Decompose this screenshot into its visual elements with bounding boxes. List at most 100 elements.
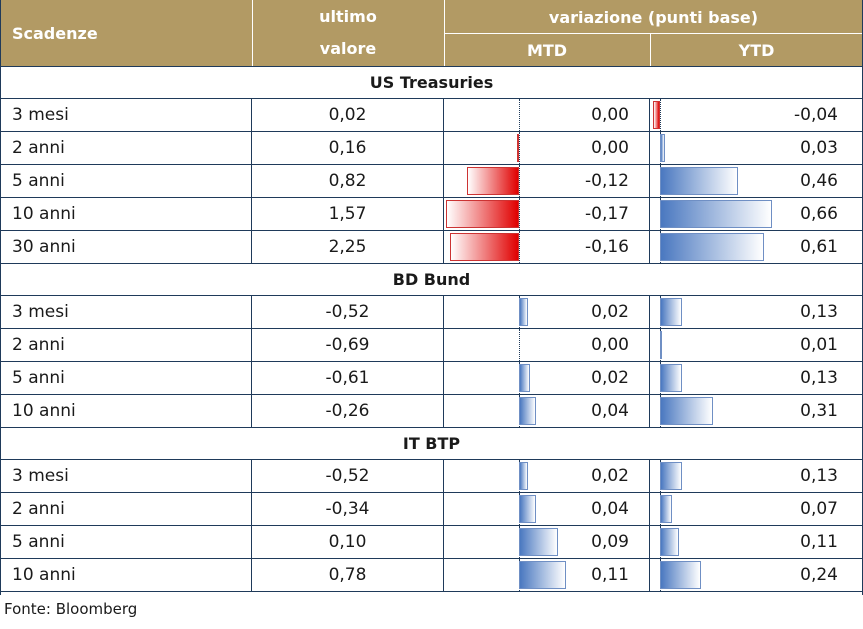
- header-divider: [252, 0, 253, 66]
- scadenza-cell: 10 anni: [0, 559, 252, 591]
- table-row: 10 anni -0,26 0,04 0,31: [0, 395, 863, 428]
- mtd-bar: [519, 364, 530, 392]
- mtd-value: 0,04: [591, 499, 629, 519]
- ytd-value: 0,61: [800, 237, 838, 257]
- ytd-value: 0,03: [800, 138, 838, 158]
- mtd-zero-axis: [519, 165, 520, 197]
- scadenza-cell: 30 anni: [0, 231, 252, 263]
- mtd-zero-axis: [519, 132, 520, 164]
- ultimo-valore-cell: -0,34: [252, 493, 444, 525]
- header-bottom-border: [0, 66, 863, 67]
- group-header: US Treasuries: [0, 67, 863, 99]
- table-row: 2 anni 0,16 0,00 0,03: [0, 132, 863, 165]
- scadenza-cell: 2 anni: [0, 132, 252, 164]
- header-valore-label: valore: [319, 39, 377, 58]
- mtd-cell: 0,04: [444, 395, 650, 427]
- mtd-bar: [450, 233, 519, 261]
- ytd-bar: [660, 134, 666, 162]
- header-mtd-label: MTD: [526, 40, 568, 60]
- scadenza-cell: 2 anni: [0, 329, 252, 361]
- ultimo-valore-cell: -0,26: [252, 395, 444, 427]
- mtd-cell: 0,00: [444, 329, 650, 361]
- mtd-cell: 0,04: [444, 493, 650, 525]
- mtd-cell: 0,02: [444, 296, 650, 328]
- mtd-bar: [445, 200, 519, 228]
- mtd-cell: 0,00: [444, 132, 650, 164]
- table-row: 3 mesi 0,02 0,00 -0,04: [0, 99, 863, 132]
- ytd-cell: 0,13: [650, 460, 862, 492]
- group-header: BD Bund: [0, 264, 863, 296]
- table-row: 5 anni -0,61 0,02 0,13: [0, 362, 863, 395]
- ytd-cell: -0,04: [650, 99, 862, 131]
- scadenza-cell: 2 anni: [0, 493, 252, 525]
- mtd-value: 0,00: [591, 138, 629, 158]
- header-ultimo-valore: ultimo valore: [252, 0, 444, 66]
- ytd-bar: [653, 101, 660, 129]
- mtd-value: -0,17: [585, 204, 629, 224]
- ultimo-valore-cell: 0,78: [252, 559, 444, 591]
- header-ytd: YTD: [650, 34, 863, 66]
- ultimo-valore-cell: -0,52: [252, 460, 444, 492]
- ytd-bar: [660, 200, 773, 228]
- mtd-cell: 0,00: [444, 99, 650, 131]
- header-ultimo-label: ultimo: [319, 7, 377, 26]
- ytd-value: 0,07: [800, 499, 838, 519]
- ytd-cell: 0,31: [650, 395, 862, 427]
- header-mtd: MTD: [444, 34, 650, 66]
- mtd-cell: 0,02: [444, 362, 650, 394]
- mtd-bar: [516, 134, 519, 162]
- header-divider: [650, 34, 651, 66]
- ytd-bar: [660, 364, 683, 392]
- table-row: 10 anni 1,57 -0,17 0,66: [0, 198, 863, 231]
- mtd-cell: 0,09: [444, 526, 650, 558]
- mtd-bar: [467, 167, 519, 195]
- ytd-bar: [660, 528, 679, 556]
- ultimo-valore-cell: 0,16: [252, 132, 444, 164]
- mtd-zero-axis: [519, 198, 520, 230]
- group-header: IT BTP: [0, 428, 863, 460]
- mtd-value: 0,09: [591, 532, 629, 552]
- ytd-value: 0,01: [800, 335, 838, 355]
- ytd-value: 0,66: [800, 204, 838, 224]
- scadenza-cell: 5 anni: [0, 165, 252, 197]
- ytd-value: 0,24: [800, 565, 838, 585]
- ytd-value: 0,13: [800, 466, 838, 486]
- ytd-cell: 0,03: [650, 132, 862, 164]
- table-row: 3 mesi -0,52 0,02 0,13: [0, 296, 863, 329]
- header-ytd-label: YTD: [738, 40, 775, 60]
- table-row: 2 anni -0,69 0,00 0,01: [0, 329, 863, 362]
- source-note: Fonte: Bloomberg: [4, 600, 138, 618]
- table-row: 10 anni 0,78 0,11 0,24: [0, 559, 863, 592]
- ytd-cell: 0,61: [650, 231, 862, 263]
- table-row: 2 anni -0,34 0,04 0,07: [0, 493, 863, 526]
- ytd-bar: [660, 495, 672, 523]
- table-row: 30 anni 2,25 -0,16 0,61: [0, 231, 863, 264]
- mtd-value: 0,00: [591, 335, 629, 355]
- mtd-cell: 0,02: [444, 460, 650, 492]
- ytd-zero-axis: [660, 99, 661, 131]
- ytd-value: 0,13: [800, 302, 838, 322]
- ytd-cell: 0,24: [650, 559, 862, 591]
- mtd-value: -0,16: [585, 237, 629, 257]
- mtd-bar: [519, 462, 528, 490]
- ultimo-valore-cell: 0,82: [252, 165, 444, 197]
- mtd-bar: [519, 528, 558, 556]
- ytd-value: 0,46: [800, 171, 838, 191]
- mtd-cell: 0,11: [444, 559, 650, 591]
- ultimo-valore-cell: 0,10: [252, 526, 444, 558]
- table-row: 5 anni 0,10 0,09 0,11: [0, 526, 863, 559]
- mtd-zero-axis: [519, 231, 520, 263]
- header-variazione-label: variazione (punti base): [548, 7, 759, 27]
- mtd-value: 0,00: [591, 105, 629, 125]
- header-divider: [444, 33, 863, 34]
- ultimo-valore-cell: -0,69: [252, 329, 444, 361]
- mtd-zero-axis: [519, 99, 520, 131]
- mtd-bar: [519, 397, 537, 425]
- ultimo-valore-cell: -0,61: [252, 362, 444, 394]
- ytd-bar: [660, 462, 683, 490]
- header-scadenze: Scadenze: [0, 0, 252, 66]
- mtd-value: 0,02: [591, 302, 629, 322]
- ytd-value: 0,13: [800, 368, 838, 388]
- table-row: 5 anni 0,82 -0,12 0,46: [0, 165, 863, 198]
- ultimo-valore-cell: 1,57: [252, 198, 444, 230]
